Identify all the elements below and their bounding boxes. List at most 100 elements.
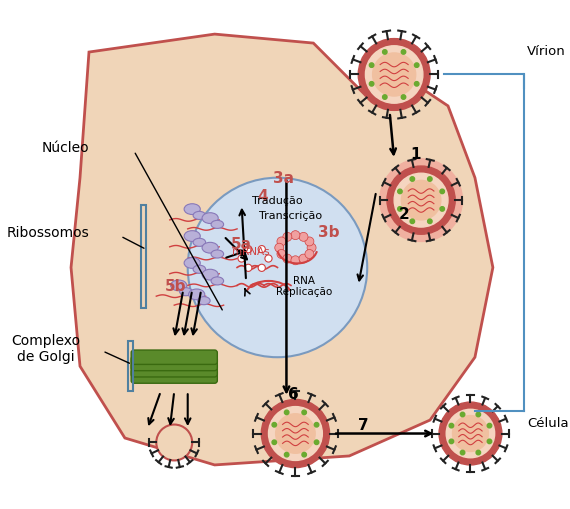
Circle shape — [359, 40, 430, 111]
Circle shape — [401, 96, 406, 100]
Circle shape — [487, 423, 492, 428]
Circle shape — [291, 257, 300, 265]
Polygon shape — [71, 35, 493, 465]
Circle shape — [302, 410, 307, 415]
Circle shape — [291, 231, 300, 240]
Circle shape — [476, 450, 481, 455]
Circle shape — [414, 64, 419, 68]
Circle shape — [283, 233, 292, 242]
Circle shape — [258, 265, 266, 272]
Circle shape — [302, 453, 307, 457]
Circle shape — [275, 244, 284, 252]
Circle shape — [373, 54, 416, 97]
FancyBboxPatch shape — [131, 350, 217, 364]
Circle shape — [410, 219, 414, 224]
Circle shape — [369, 82, 374, 87]
Circle shape — [188, 178, 367, 357]
Circle shape — [449, 439, 454, 444]
Circle shape — [440, 207, 445, 212]
Circle shape — [245, 265, 252, 272]
Text: mRNAs: mRNAs — [232, 246, 270, 257]
Circle shape — [380, 159, 462, 242]
Circle shape — [398, 190, 402, 194]
Text: 6: 6 — [288, 386, 299, 401]
Circle shape — [461, 450, 465, 455]
Ellipse shape — [184, 204, 200, 215]
Circle shape — [410, 178, 414, 182]
Text: Transcrição: Transcrição — [259, 211, 323, 221]
Circle shape — [305, 250, 314, 259]
Text: 7: 7 — [359, 417, 369, 432]
Text: Ribossomos: Ribossomos — [6, 225, 89, 240]
Circle shape — [449, 423, 454, 428]
Circle shape — [268, 407, 323, 461]
Circle shape — [307, 244, 316, 252]
Circle shape — [272, 440, 276, 445]
Text: Tradução: Tradução — [252, 195, 303, 206]
Circle shape — [446, 409, 495, 458]
Circle shape — [365, 47, 423, 104]
Circle shape — [401, 181, 441, 220]
Circle shape — [428, 219, 432, 224]
Circle shape — [387, 167, 455, 235]
Circle shape — [276, 414, 315, 454]
Ellipse shape — [184, 258, 200, 269]
Text: 2: 2 — [398, 207, 409, 221]
Circle shape — [314, 422, 319, 427]
Circle shape — [261, 400, 329, 468]
Ellipse shape — [202, 243, 218, 253]
Text: 5b: 5b — [165, 278, 187, 293]
Ellipse shape — [202, 213, 218, 224]
Circle shape — [382, 96, 387, 100]
Circle shape — [398, 207, 402, 212]
Ellipse shape — [211, 250, 223, 259]
Circle shape — [284, 453, 289, 457]
Circle shape — [394, 174, 448, 228]
Circle shape — [414, 82, 419, 87]
Circle shape — [314, 440, 319, 445]
Circle shape — [238, 256, 245, 263]
Ellipse shape — [180, 288, 192, 296]
Circle shape — [440, 190, 445, 194]
Text: 5a: 5a — [231, 236, 252, 251]
Ellipse shape — [170, 280, 187, 291]
Circle shape — [487, 439, 492, 444]
Circle shape — [401, 50, 406, 55]
Text: 4: 4 — [258, 189, 268, 204]
Ellipse shape — [193, 266, 206, 274]
Circle shape — [284, 410, 289, 415]
Circle shape — [156, 425, 192, 461]
Ellipse shape — [193, 239, 206, 247]
Ellipse shape — [211, 221, 223, 229]
Circle shape — [476, 412, 481, 417]
FancyBboxPatch shape — [131, 357, 217, 371]
Text: Núcleo: Núcleo — [42, 140, 89, 154]
Ellipse shape — [211, 277, 223, 286]
Circle shape — [245, 246, 252, 253]
Text: Célula: Célula — [527, 416, 569, 430]
Ellipse shape — [189, 290, 205, 300]
Circle shape — [272, 422, 276, 427]
Circle shape — [283, 254, 292, 264]
Ellipse shape — [184, 231, 200, 242]
Text: Complexo
de Golgi: Complexo de Golgi — [11, 333, 80, 363]
Text: RNA
Replicação: RNA Replicação — [276, 275, 332, 297]
Circle shape — [428, 178, 432, 182]
Ellipse shape — [193, 212, 206, 220]
Circle shape — [305, 238, 314, 246]
FancyBboxPatch shape — [131, 363, 217, 377]
Circle shape — [265, 256, 272, 263]
Circle shape — [258, 246, 266, 253]
Text: 1: 1 — [410, 147, 421, 162]
Ellipse shape — [198, 297, 210, 305]
Circle shape — [277, 250, 286, 259]
Circle shape — [277, 238, 286, 246]
FancyBboxPatch shape — [131, 369, 217, 383]
Circle shape — [439, 402, 502, 465]
Text: Vírion: Vírion — [527, 45, 566, 58]
Circle shape — [453, 416, 488, 451]
Ellipse shape — [202, 270, 218, 280]
Text: 3b: 3b — [318, 224, 339, 240]
Circle shape — [299, 233, 308, 242]
Circle shape — [461, 412, 465, 417]
